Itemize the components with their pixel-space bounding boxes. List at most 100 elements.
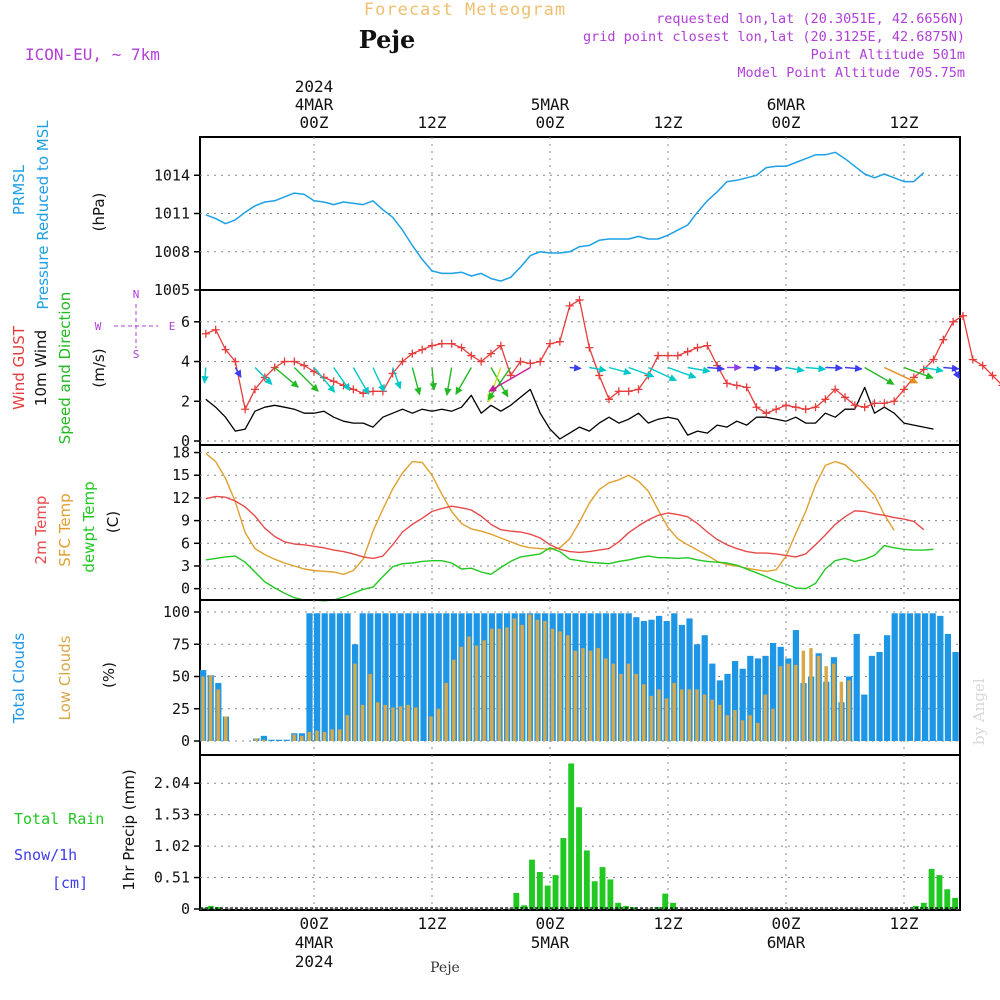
low-cloud-bar [490,628,494,741]
pressure-label: Pressure Reduced to MSL [34,120,52,310]
gust-marker [241,405,250,414]
wind-arrow [488,366,531,392]
low-cloud-bar [824,666,828,741]
wind-ytick-label: 2 [181,392,190,410]
low-cloud-bar [763,694,768,741]
low-cloud-bar [748,715,752,741]
gust-marker [536,357,545,366]
gust-marker [880,399,889,408]
gust-marker [772,405,781,414]
total-cloud-bar [754,658,762,741]
gust-marker [251,385,259,394]
low-cloud-bar [201,676,205,741]
total-clouds-label: Total Clouds [10,633,28,725]
gust-marker [624,387,633,396]
rain-bar [215,907,222,909]
bottom-time-tick-label: 4MAR [295,933,334,952]
temp-ytick-label: 0 [181,580,190,598]
pressure-ytick-label: 1011 [154,205,190,223]
low-cloud-bar [771,708,775,741]
low-cloud-bar [702,694,707,741]
gust-marker [693,343,702,352]
gust-marker [516,357,525,366]
total-cloud-bar [260,735,268,741]
total-cloud-bar [906,613,914,741]
gust-marker [821,395,830,404]
low-cloud-bar [558,631,562,741]
total-cloud-bar [329,613,336,741]
gust-marker [900,385,908,394]
total-cloud-bar [336,613,344,741]
cloud-unit: (%) [100,662,118,688]
wind-ytick-label: 6 [181,313,190,331]
wind-arrow-head [501,388,509,398]
dewpt-line [205,544,934,602]
rain-bar [568,763,575,909]
total-cloud-bar [344,613,351,741]
low-cloud-bar [809,648,813,741]
gust-marker [841,393,849,402]
wind-arrow-head [487,392,496,401]
gust-marker [231,357,240,366]
low-cloud-bar [300,735,304,741]
low-cloud-bar [528,614,532,741]
gust-marker [555,337,564,346]
total-cloud-bar [374,613,382,741]
low-cloud-bar [315,730,319,741]
low-cloud-bar [330,729,334,741]
total-cloud-bar [678,624,686,741]
wind-arrow-head [734,363,742,372]
low-cloud-bar [695,689,699,741]
speed-direction-label: Speed and Direction [56,292,74,445]
gust-marker [949,317,958,326]
wind-arrow-head [909,376,919,384]
low-cloud-bar [338,729,342,741]
gust-marker [487,349,495,358]
low-cloud-bar [680,689,684,741]
gust-marker [290,357,299,366]
gust-marker [428,341,436,350]
low-cloud-bar [505,627,509,741]
total-cloud-bar [922,613,929,741]
low-cloud-bar [839,681,844,741]
low-cloud-bar [208,675,213,741]
gust-marker [929,355,938,364]
requested-coords: requested lon,lat (20.3051E, 42.6656N) [656,11,965,27]
rain-bar [576,807,582,909]
total-cloud-bar [876,651,883,741]
gust-marker [664,351,672,360]
wind-arrow-head [854,364,863,373]
wind-arrow-head [264,376,273,385]
low-cloud-bar [459,646,464,741]
gust-marker [595,371,604,380]
gust-marker [791,403,800,412]
total-cloud-bar [663,621,670,741]
low-cloud-bar [756,722,760,741]
wind-arrow-head [925,372,934,380]
wind-arrow-head [201,375,209,384]
low-cloud-bar [672,682,676,741]
wind-speed-line [205,386,934,440]
total-cloud-bar [914,613,921,741]
rain-bar [552,875,559,909]
low-cloud-bar [307,731,312,741]
low-cloud-bar [801,650,806,741]
total-cloud-bar [861,694,868,741]
wind-arrow-head [886,377,895,385]
gust-marker [605,395,613,404]
model-altitude: Model Point Altitude 705.75m [737,65,965,81]
gust-marker [467,351,476,360]
sfc-temp-line [205,452,895,575]
rain-bar [513,892,520,909]
gust-marker [742,383,751,392]
prmsl-label: PRMSL [10,164,28,215]
gust-marker [437,339,446,348]
gust-marker [939,335,948,344]
wind-arrow-head [935,366,944,374]
low-cloud-bar [444,682,448,741]
total-cloud-bar [390,613,397,741]
low-cloud-bar [452,659,456,741]
low-cloud-bar [634,673,638,741]
rain-bar [560,838,567,909]
low-cloud-bar [254,738,258,741]
